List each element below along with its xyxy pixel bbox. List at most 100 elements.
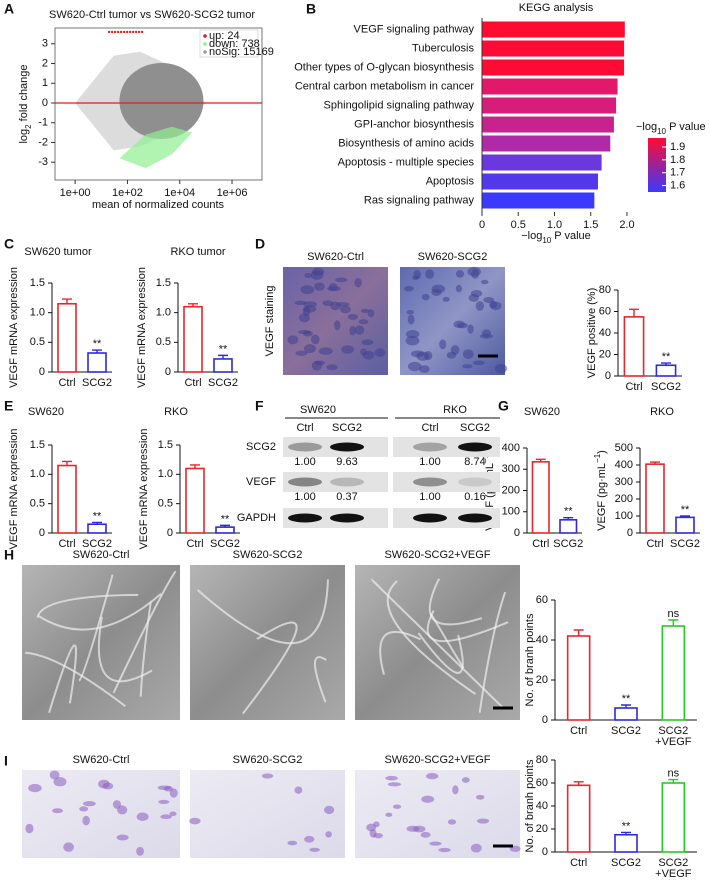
x-tick-label: +VEGF (655, 736, 692, 748)
x-tick-label: SCG2 (553, 538, 583, 550)
cell (385, 775, 398, 781)
colorbar-tick-label: 1.9 (670, 141, 685, 153)
y-axis-label: No. of branh points (524, 613, 536, 706)
cell (298, 313, 310, 323)
cell (421, 795, 435, 803)
cell (309, 847, 320, 852)
tube (196, 579, 329, 645)
band-ratio: 8.74 (464, 456, 485, 468)
legend-dot (203, 34, 207, 38)
blot-band (413, 442, 447, 452)
y-tick-label: 0 (39, 366, 45, 378)
y-tick-label: 20 (536, 674, 548, 686)
x-tick-label: 1e+00 (60, 187, 91, 199)
band-ratio: 9.63 (336, 456, 357, 468)
x-tick-label: Ctrl (646, 538, 663, 550)
up-dot (119, 30, 123, 34)
significance: ns (668, 767, 680, 779)
cell (369, 829, 377, 838)
cell (407, 314, 415, 325)
legend-box (199, 29, 259, 58)
y-tick-label: 1.5 (158, 439, 173, 451)
cell (311, 334, 320, 345)
y-tick-label: 0 (39, 527, 45, 539)
chart-title: SW620 (524, 406, 560, 418)
x-axis-label-part: P value (551, 230, 591, 242)
x-tick-label: SCG2 (658, 725, 688, 737)
error-bar (188, 303, 198, 307)
cell (475, 301, 485, 311)
cell (287, 840, 298, 846)
micrograph (283, 267, 388, 375)
cell (325, 831, 332, 838)
cell (476, 818, 490, 824)
cell (421, 293, 430, 301)
y-tick-label: 1.0 (158, 468, 173, 480)
error-bar (668, 778, 679, 783)
cell (457, 322, 468, 329)
y-axis-label: VEGF mRNA expression (8, 428, 20, 549)
error-bar (680, 515, 690, 518)
bar (482, 173, 598, 190)
y-tick-label: 0.5 (156, 336, 171, 348)
bar (566, 784, 591, 853)
y-tick-label: 80 (599, 284, 611, 296)
y-tick-label: -2 (38, 136, 48, 148)
cell (413, 825, 426, 833)
cell (339, 305, 351, 314)
cell (462, 349, 474, 360)
up-dot (113, 30, 117, 34)
blot-band (458, 513, 492, 523)
blot-band (458, 442, 492, 452)
y-tick-label: 2 (42, 57, 48, 69)
y-axis-label-part: ) (596, 450, 608, 454)
panel-label: I (4, 753, 8, 769)
error-bar (650, 461, 660, 465)
y-axis-label-part: −1 (481, 453, 490, 463)
category-label: Other types of O-glycan biosynthesis (294, 61, 474, 73)
cell (452, 785, 459, 795)
x-tick-label: 0.5 (511, 219, 526, 231)
y-tick-label: 1.0 (156, 307, 171, 319)
error-bar (573, 781, 584, 786)
cell (405, 330, 420, 339)
cell (136, 846, 144, 856)
y-tick-label: 200 (502, 484, 520, 496)
cell (439, 339, 447, 350)
x-tick-label: SCG2 (658, 857, 688, 869)
y-tick-label: 40 (536, 800, 548, 812)
colorbar-title-part: P value (666, 121, 706, 133)
image-title: SW620-SCG2 (233, 549, 303, 561)
cell (303, 301, 318, 308)
colorbar-tick-label: 1.6 (670, 179, 685, 191)
y-tick-label: 1 (42, 77, 48, 89)
y-tick-label: 60 (599, 305, 611, 317)
cell (385, 812, 393, 817)
cell (374, 348, 386, 357)
up-dot (107, 30, 111, 34)
cell (341, 345, 354, 354)
cell (467, 324, 474, 334)
bar (559, 519, 578, 534)
cell (470, 843, 482, 853)
cell (442, 296, 450, 302)
colorbar-title-part: −log (636, 121, 657, 133)
x-tick-label: 2.0 (619, 219, 634, 231)
bar (482, 154, 602, 171)
cell (354, 325, 365, 335)
cell (425, 772, 439, 780)
y-axis-label-part: 2 (24, 124, 33, 129)
cell (136, 812, 149, 822)
image-title: SW620-Ctrl (73, 549, 130, 561)
y-tick-label: 1.0 (30, 468, 45, 480)
bar (614, 707, 638, 721)
tube (428, 578, 483, 626)
up-dot (131, 30, 135, 34)
x-tick-label: SCG2 (670, 538, 700, 550)
colorbar-tick-label: 1.8 (670, 154, 685, 166)
y-axis-label: log2 fold change (18, 64, 33, 143)
panel-label: F (255, 398, 264, 414)
tube (379, 630, 422, 675)
chart-title: SW620 tumor (24, 246, 92, 258)
